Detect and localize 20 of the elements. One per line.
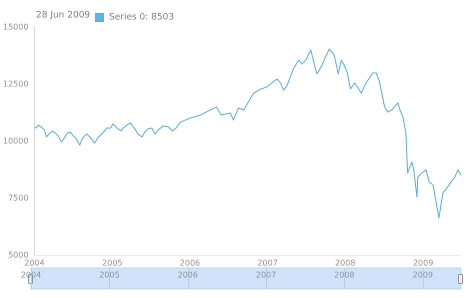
x2-tick-label: 2009: [412, 270, 434, 280]
legend-label: Series 0: 8503: [109, 12, 174, 22]
y-tick-label: 5000: [8, 250, 28, 260]
x-tick-label: 2004: [24, 258, 45, 268]
x2-tick-label: 2005: [99, 270, 120, 280]
x-tick-label: 2007: [257, 258, 278, 268]
x-tick-label: 2006: [180, 258, 200, 268]
y-tick-label: 10000: [2, 136, 28, 146]
x-tick-label: 2008: [335, 258, 356, 268]
x2-tick-label: 2008: [334, 270, 355, 280]
y-tick-label: 7500: [8, 194, 28, 202]
y-tick-label: 12500: [2, 80, 28, 88]
x-tick-label: 2009: [412, 258, 434, 268]
x2-tick-label: 2004: [20, 270, 42, 280]
x2-tick-label: 2007: [256, 270, 276, 280]
line-series: [34, 48, 462, 219]
y-tick-label: 15000: [2, 22, 28, 32]
text: 28 Jun 2009: [36, 10, 90, 20]
x-tick-label: 2005: [102, 258, 122, 268]
x2-tick-label: 2006: [178, 270, 198, 280]
